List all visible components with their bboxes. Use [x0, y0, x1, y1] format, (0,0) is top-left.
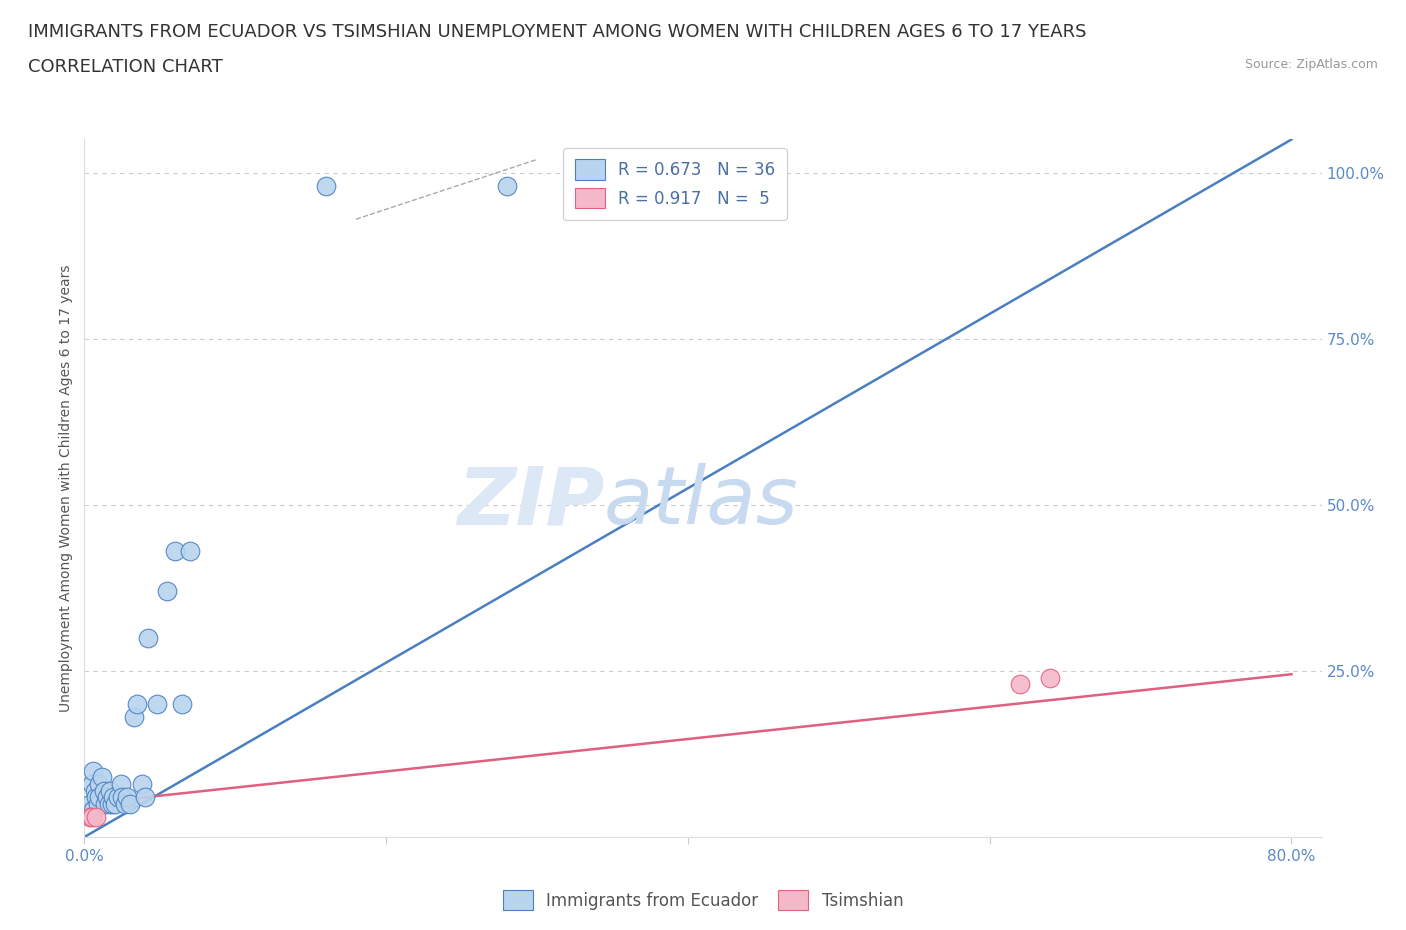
Point: [93, 783, 115, 798]
Point: [134, 790, 156, 804]
Point: [1039, 671, 1062, 685]
Point: [495, 179, 517, 193]
Point: [91, 770, 114, 785]
Point: [98, 783, 121, 798]
Point: [111, 790, 134, 804]
Point: [87, 796, 110, 811]
Legend: R = 0.673   N = 36, R = 0.917   N =  5: R = 0.673 N = 36, R = 0.917 N = 5: [562, 148, 786, 220]
Point: [79, 810, 101, 825]
Point: [136, 631, 159, 645]
Point: [86, 790, 108, 804]
Point: [101, 790, 124, 804]
Point: [82, 764, 104, 778]
Point: [127, 697, 149, 711]
Point: [97, 796, 120, 811]
Point: [122, 710, 145, 724]
Point: [163, 544, 186, 559]
Point: [114, 796, 136, 811]
Point: [84, 783, 107, 798]
Point: [131, 777, 153, 791]
Point: [156, 584, 179, 599]
Point: [110, 777, 132, 791]
Point: [107, 790, 129, 804]
Point: [103, 796, 125, 811]
Point: [118, 796, 141, 811]
Point: [89, 777, 111, 791]
Point: [315, 179, 337, 193]
Point: [79, 796, 101, 811]
Point: [80, 810, 103, 825]
Point: [96, 790, 118, 804]
Point: [172, 697, 194, 711]
Point: [80, 777, 103, 791]
Text: CORRELATION CHART: CORRELATION CHART: [28, 58, 224, 75]
Point: [146, 697, 169, 711]
Point: [89, 790, 111, 804]
Point: [115, 790, 138, 804]
Point: [179, 544, 201, 559]
Text: Source: ZipAtlas.com: Source: ZipAtlas.com: [1244, 58, 1378, 71]
Point: [86, 810, 108, 825]
Y-axis label: Unemployment Among Women with Children Ages 6 to 17 years: Unemployment Among Women with Children A…: [59, 264, 73, 712]
Text: IMMIGRANTS FROM ECUADOR VS TSIMSHIAN UNEMPLOYMENT AMONG WOMEN WITH CHILDREN AGES: IMMIGRANTS FROM ECUADOR VS TSIMSHIAN UNE…: [28, 23, 1087, 41]
Point: [1008, 677, 1031, 692]
Point: [100, 796, 122, 811]
Point: [82, 803, 104, 817]
Text: atlas: atlas: [605, 463, 799, 541]
Point: [94, 796, 117, 811]
Legend: Immigrants from Ecuador, Tsimshian: Immigrants from Ecuador, Tsimshian: [496, 884, 910, 917]
Text: ZIP: ZIP: [457, 463, 605, 541]
